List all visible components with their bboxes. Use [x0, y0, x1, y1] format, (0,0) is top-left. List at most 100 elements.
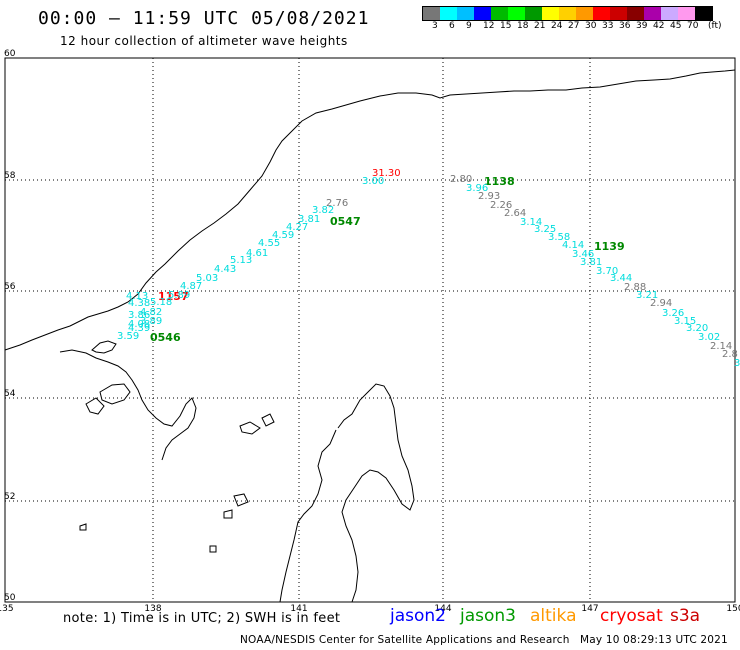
longitude-label: 150: [726, 604, 740, 614]
colorbar-swatch: [678, 7, 695, 20]
satellite-legend-item: jason3: [460, 606, 516, 626]
colorbar-swatch: [559, 7, 576, 20]
satellite-legend-item: s3a: [670, 606, 701, 626]
wave-height-value: 3: [734, 358, 740, 369]
coastline-islet-3: [233, 493, 249, 507]
latitude-label: 54: [4, 389, 16, 399]
wave-height-value: 4.59: [272, 230, 294, 241]
colorbar-swatch: [627, 7, 644, 20]
colorbar-label: 36: [619, 21, 631, 31]
colorbar-swatch: [576, 7, 593, 20]
wave-height-value: 4.61: [246, 248, 268, 259]
wave-height-value: 2.88: [624, 282, 646, 293]
satellite-legend-item: cryosat: [600, 606, 663, 626]
wave-height-value: 3.82: [312, 205, 334, 216]
axis-labels: 60 58 56 54 52 50135 138 141 144 147 150: [0, 49, 740, 614]
wave-height-value: 5.89: [168, 290, 190, 301]
wave-height-value: 2.80: [450, 174, 472, 185]
wave-height-value: 4.13: [126, 291, 148, 302]
latitude-label: 60: [4, 49, 16, 59]
pass-time-label: 0546: [150, 331, 181, 344]
wave-height-value: 31.30: [372, 168, 401, 179]
colorbar-swatch: [474, 7, 491, 20]
colorbar-label: 15: [500, 21, 512, 31]
colorbar-swatch: [542, 7, 559, 20]
colorbar-label: 27: [568, 21, 580, 31]
coastline-bay: [91, 340, 117, 354]
coastline-island-a: [99, 383, 131, 405]
pass-time-label: 0547: [330, 215, 361, 228]
latitude-label: 50: [4, 593, 16, 603]
graticule: [5, 58, 735, 602]
wave-height-value: 3.00: [362, 176, 384, 187]
coastline-islet-4: [223, 509, 233, 519]
colorbar-label: 9: [466, 21, 472, 31]
coastline-islet-6: [209, 545, 217, 553]
wave-height-value: 3.96: [466, 183, 488, 194]
pass-time-label: 1139: [594, 240, 625, 253]
wave-height-value: 3.86: [128, 310, 150, 321]
wave-height-value: 4.27: [286, 222, 308, 233]
wave-height-value: 3.21: [636, 290, 658, 301]
pass-time-label: 1138: [484, 175, 515, 188]
colorbar-swatch: [644, 7, 661, 20]
wave-height-value: 4.39: [128, 323, 150, 334]
wave-height-value: 3.20: [686, 323, 708, 334]
coastline-islet-2: [261, 413, 275, 427]
coastline-southern: [59, 349, 197, 461]
colorbar-swatch: [525, 7, 542, 20]
map-subtitle: 12 hour collection of altimeter wave hei…: [60, 34, 348, 48]
coastline-mainland: [4, 69, 736, 351]
coastline-inland: [279, 429, 337, 603]
wave-height-value: 2.94: [650, 298, 672, 309]
longitude-label: 141: [290, 604, 307, 614]
altimeter-tracks: 3.594.394.083.893.864.824.38 5.184.13 5.89…: [117, 168, 740, 369]
wave-height-value: 2.8: [722, 349, 738, 360]
wave-height-value: 4.87: [180, 281, 202, 292]
colorbar-label: 18: [517, 21, 529, 31]
colorbar-label: 70: [687, 21, 699, 31]
wave-height-value: 5.18: [150, 297, 172, 308]
wave-height-value: 2.14: [710, 341, 732, 352]
wave-height-value: 3.26: [662, 308, 684, 319]
wave-height-value: 3.46: [572, 249, 594, 260]
coastline-islet-5: [79, 523, 87, 531]
latitude-label: 56: [4, 282, 16, 292]
wave-height-value: 3.89: [140, 316, 162, 327]
map-title: 00:00 — 11:59 UTC 05/08/2021: [38, 8, 370, 29]
colorbar-swatch: [661, 7, 678, 20]
wave-height-value: 3.25: [534, 224, 556, 235]
longitude-label: 138: [144, 604, 161, 614]
wave-height-value: 3.14: [520, 217, 542, 228]
wave-height-value: 2.64: [504, 208, 526, 219]
colorbar-label: 39: [636, 21, 648, 31]
wave-height-value: 5.13: [230, 255, 252, 266]
wave-height-value: 3.15: [674, 316, 696, 327]
colorbar-swatch: [508, 7, 525, 20]
wave-height-value: 4.08: [128, 319, 150, 330]
colorbar-swatch: [491, 7, 508, 20]
colorbar-swatch: [457, 7, 474, 20]
longitude-label: 144: [434, 604, 451, 614]
coastline-island-b: [85, 397, 105, 415]
wave-height-value: 3.44: [610, 273, 632, 284]
pass-time-label: 1157: [158, 290, 189, 303]
wave-height-value: 4.14: [562, 240, 584, 251]
longitude-label: 147: [581, 604, 598, 614]
colorbar-swatch: [610, 7, 627, 20]
wave-height-value: 3.81: [580, 257, 602, 268]
wave-height-value: 2.93: [478, 191, 500, 202]
wave-height-value: 3.58: [548, 232, 570, 243]
wave-height-value: 2.76: [326, 198, 348, 209]
wave-height-value: 3.02: [698, 332, 720, 343]
wave-height-value: 4.38: [128, 298, 150, 309]
wave-height-value: 2.26: [490, 200, 512, 211]
longitude-label: 135: [0, 604, 14, 614]
colorbar-label: 45: [670, 21, 682, 31]
colorbar-swatch: [423, 7, 440, 20]
coastline-islet-1: [239, 421, 261, 435]
colorbar-swatch: [695, 7, 712, 20]
map-frame: [4, 57, 736, 603]
colorbar-swatch: [593, 7, 610, 20]
